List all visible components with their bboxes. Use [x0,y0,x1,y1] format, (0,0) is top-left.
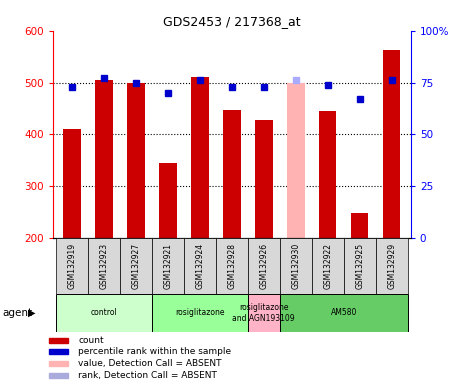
Bar [383,50,400,238]
Text: agent: agent [2,308,33,318]
Text: ▶: ▶ [28,308,36,318]
Text: AM580: AM580 [330,308,357,318]
Bar [280,294,408,332]
Text: rosiglitazone: rosiglitazone [175,308,224,318]
Text: value, Detection Call = ABSENT: value, Detection Call = ABSENT [78,359,222,368]
Text: GSM132929: GSM132929 [387,243,396,289]
Text: GSM132930: GSM132930 [291,243,300,289]
Bar [49,349,68,354]
Bar [191,78,209,238]
Bar [248,238,280,294]
Bar [248,294,280,332]
Bar [184,238,216,294]
Bar [312,238,344,294]
Title: GDS2453 / 217368_at: GDS2453 / 217368_at [163,15,301,28]
Text: GSM132925: GSM132925 [355,243,364,289]
Bar [280,238,312,294]
Bar [56,294,152,332]
Bar [56,238,88,294]
Bar [287,83,304,238]
Bar [344,238,375,294]
Text: GSM132922: GSM132922 [323,243,332,289]
Bar [319,111,336,238]
Text: GSM132924: GSM132924 [196,243,204,289]
Bar [95,80,113,238]
Bar [88,238,120,294]
Bar [152,238,184,294]
Bar [223,109,241,238]
Text: GSM132919: GSM132919 [67,243,77,289]
Bar [375,238,408,294]
Bar [127,83,145,238]
Bar [152,294,248,332]
Text: GSM132926: GSM132926 [259,243,268,289]
Text: rosiglitazone
and AGN193109: rosiglitazone and AGN193109 [232,303,295,323]
Bar [351,213,369,238]
Text: GSM132921: GSM132921 [163,243,173,289]
Text: GSM132923: GSM132923 [100,243,108,289]
Bar [63,129,81,238]
Bar [159,163,177,238]
Bar [49,361,68,366]
Bar [255,120,273,238]
Text: GSM132927: GSM132927 [131,243,140,289]
Text: count: count [78,336,104,345]
Bar [216,238,248,294]
Text: percentile rank within the sample: percentile rank within the sample [78,347,231,356]
Bar [120,238,152,294]
Bar [49,338,68,343]
Text: GSM132928: GSM132928 [227,243,236,289]
Bar [49,373,68,378]
Text: control: control [90,308,118,318]
Text: rank, Detection Call = ABSENT: rank, Detection Call = ABSENT [78,371,217,380]
